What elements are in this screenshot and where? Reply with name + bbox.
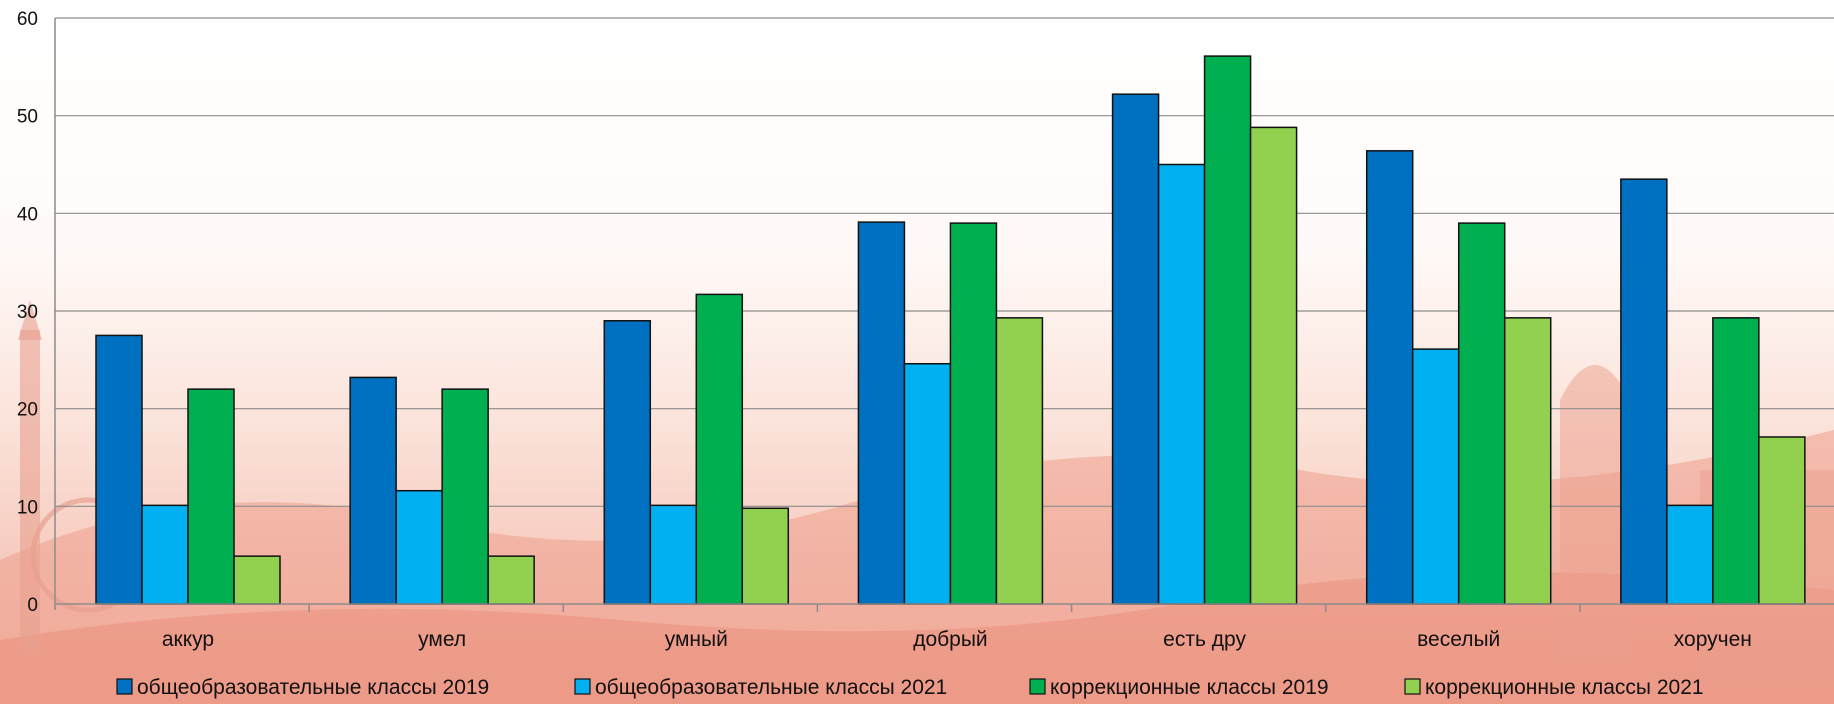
y-axis-tick-labels: 0 10 20 30 40 50 60 (17, 9, 38, 616)
y-tick-label: 20 (17, 400, 38, 421)
category-label: хоручен (1674, 628, 1752, 651)
bar (741, 507, 790, 605)
bar (1758, 436, 1806, 605)
bars (95, 55, 1806, 605)
legend-label: коррекционные классы 2019 (1050, 676, 1329, 699)
legend: общеобразовательные классы 2019 общеобраз… (116, 676, 1704, 699)
bar (995, 317, 1044, 605)
bar (695, 293, 744, 605)
category-label: умел (418, 628, 466, 651)
category-label: веселый (1417, 628, 1500, 651)
bar (349, 376, 397, 605)
bar (1503, 317, 1552, 605)
bar (141, 504, 189, 605)
bar (1249, 126, 1298, 605)
category-label: есть дру (1163, 628, 1246, 651)
bar (487, 555, 535, 605)
legend-swatch (1404, 678, 1421, 695)
y-tick-label: 60 (17, 9, 38, 30)
bar (395, 489, 443, 605)
legend-label: коррекционные классы 2021 (1425, 676, 1704, 699)
legend-label: общеобразовательные классы 2021 (595, 676, 947, 699)
bar (649, 504, 698, 605)
y-tick-label: 10 (17, 497, 38, 518)
bar (1411, 348, 1460, 605)
category-label: добрый (913, 628, 987, 651)
bar (1157, 163, 1206, 605)
axes (54, 18, 1834, 612)
y-tick-label: 50 (17, 107, 38, 128)
bar (857, 221, 906, 605)
bar (903, 362, 952, 605)
bar (95, 334, 143, 605)
legend-label: общеобразовательные классы 2019 (137, 676, 489, 699)
bar (1365, 150, 1414, 605)
y-tick-label: 0 (27, 595, 38, 616)
bar (1457, 222, 1506, 605)
category-label: аккур (162, 628, 214, 651)
bar (1712, 317, 1760, 605)
bar (441, 388, 489, 605)
bar (187, 388, 235, 605)
y-tick-label: 30 (17, 302, 38, 323)
bar (603, 320, 652, 605)
category-label: умный (665, 628, 728, 651)
legend-swatch (116, 678, 133, 695)
x-axis-category-labels: аккур умел умный добрый есть дру веселый хоруч… (162, 628, 1752, 651)
y-tick-label: 40 (17, 204, 38, 225)
bar (1111, 93, 1160, 605)
bar (949, 222, 998, 605)
legend-swatch (574, 678, 591, 695)
bar (1203, 55, 1252, 605)
bar (1620, 178, 1668, 605)
bar (233, 555, 281, 605)
bar (1666, 504, 1714, 605)
legend-swatch (1029, 678, 1046, 695)
